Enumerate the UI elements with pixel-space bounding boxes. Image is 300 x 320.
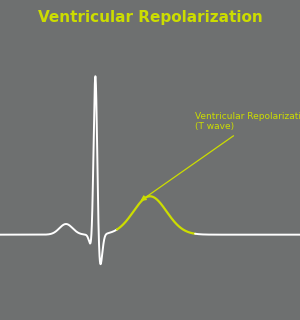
Text: Ventricular Repolarization
(T wave): Ventricular Repolarization (T wave) [141,112,300,200]
Text: Ventricular Repolarization: Ventricular Repolarization [38,10,262,25]
